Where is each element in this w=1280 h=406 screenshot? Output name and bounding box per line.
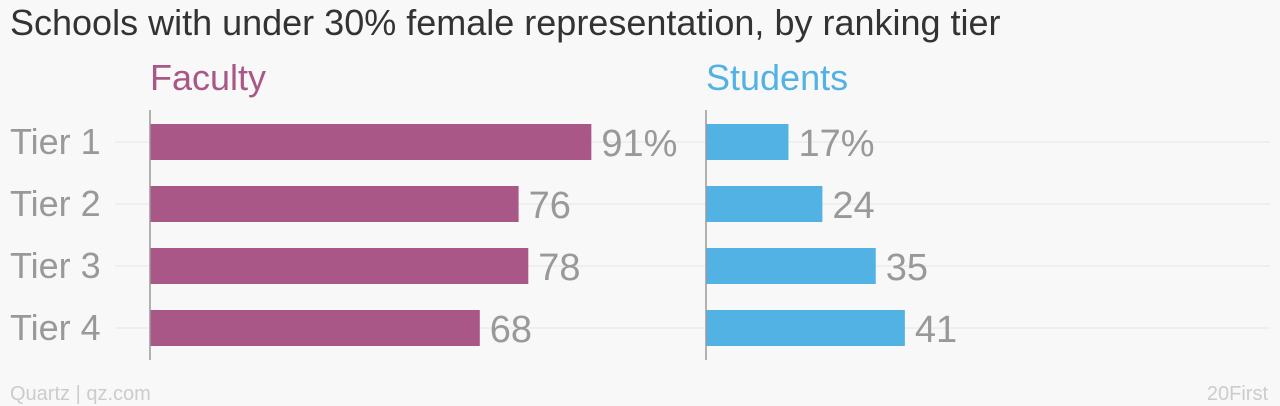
category-label-3: Tier 3 — [10, 245, 101, 286]
faculty-value-label-tier-3: 78 — [538, 247, 580, 289]
students-bar-tier-3 — [706, 248, 876, 284]
faculty-bar-tier-3 — [150, 248, 529, 284]
category-label-2: Tier 2 — [10, 183, 101, 224]
footer-credit: 20First — [1207, 383, 1269, 405]
students-value-label-tier-2: 24 — [832, 185, 874, 227]
faculty-value-label-tier-1: 91% — [601, 123, 677, 165]
footer-source: Quartz | qz.com — [10, 383, 151, 405]
faculty-bar-tier-1 — [150, 124, 592, 160]
students-value-label-tier-4: 41 — [915, 309, 957, 351]
faculty-value-label-tier-2: 76 — [529, 185, 571, 227]
gridlines — [115, 141, 1270, 329]
faculty-series-header: Faculty — [150, 57, 266, 98]
students-value-label-tier-3: 35 — [886, 247, 928, 289]
chart-title: Schools with under 30% female representa… — [10, 2, 1001, 43]
students-bar-tier-2 — [706, 186, 823, 222]
faculty-bar-tier-4 — [150, 310, 480, 346]
bars — [150, 124, 905, 346]
category-label-1: Tier 1 — [10, 121, 101, 162]
text-layer: Schools with under 30% female representa… — [10, 2, 1268, 405]
faculty-value-label-tier-4: 68 — [490, 309, 532, 351]
students-value-label-tier-1: 17% — [798, 123, 874, 165]
category-label-4: Tier 4 — [10, 307, 101, 348]
axes — [149, 110, 707, 360]
faculty-bar-tier-2 — [150, 186, 519, 222]
students-bar-tier-1 — [706, 124, 789, 160]
students-series-header: Students — [706, 57, 848, 98]
students-bar-tier-4 — [706, 310, 905, 346]
